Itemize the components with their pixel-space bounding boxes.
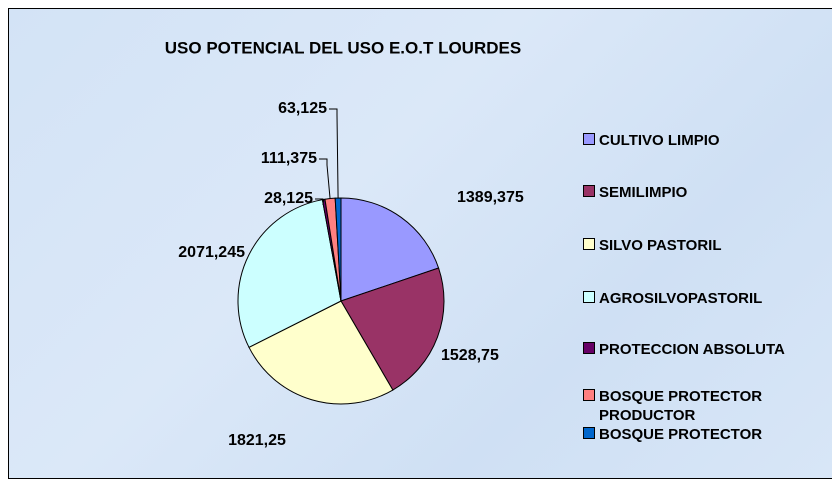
legend-item: BOSQUE PROTECTOR — [583, 425, 819, 444]
legend-swatch — [583, 389, 595, 401]
legend-label: AGROSILVOPASTORIL — [599, 290, 763, 307]
legend-label: PROTECCION ABSOLUTA — [599, 341, 785, 358]
legend-label: SILVO PASTORIL — [599, 237, 722, 254]
data-label: 1389,375 — [457, 189, 524, 206]
data-label: 2071,245 — [178, 244, 245, 261]
legend-swatch — [583, 342, 595, 354]
data-label: 28,125 — [264, 190, 313, 207]
legend-item: AGROSILVOPASTORIL — [583, 289, 819, 308]
chart: USO POTENCIAL DEL USO E.O.T LOURDES 1389… — [165, 38, 524, 449]
leader-line — [315, 198, 325, 206]
data-label: 63,125 — [278, 100, 327, 117]
pie-slice — [237, 199, 342, 348]
data-label: 111,375 — [261, 150, 317, 167]
pie-slice — [340, 267, 445, 391]
data-label: 1821,25 — [228, 432, 286, 449]
legend-swatch — [583, 291, 595, 303]
legend-item: PROTECCION ABSOLUTA — [583, 340, 819, 359]
legend-swatch — [583, 238, 595, 250]
chart-area: USO POTENCIAL DEL USO E.O.T LOURDES 1389… — [8, 8, 832, 479]
pie-slice — [334, 197, 342, 302]
pie-slice — [340, 197, 440, 302]
legend-swatch — [583, 133, 595, 145]
leader-line — [319, 158, 331, 199]
leader-line — [329, 108, 339, 199]
legend-label: BOSQUE PROTECTOR — [599, 426, 763, 443]
legend-item: SEMILIMPIO — [583, 183, 819, 202]
legend-item: CULTIVO LIMPIO — [583, 131, 819, 150]
legend-swatch — [583, 185, 595, 197]
legend-label: SEMILIMPIO — [599, 184, 688, 201]
data-label: 1528,75 — [441, 347, 499, 364]
legend-item: SILVO PASTORIL — [583, 236, 819, 255]
legend-swatch — [583, 427, 595, 439]
chart-title: USO POTENCIAL DEL USO E.O.T LOURDES — [165, 38, 521, 57]
legend-label: BOSQUE PROTECTOR PRODUCTOR — [599, 388, 763, 424]
pie-slice — [248, 300, 394, 405]
legend-item: BOSQUE PROTECTOR PRODUCTOR — [583, 387, 819, 425]
legend-label: CULTIVO LIMPIO — [599, 132, 720, 149]
